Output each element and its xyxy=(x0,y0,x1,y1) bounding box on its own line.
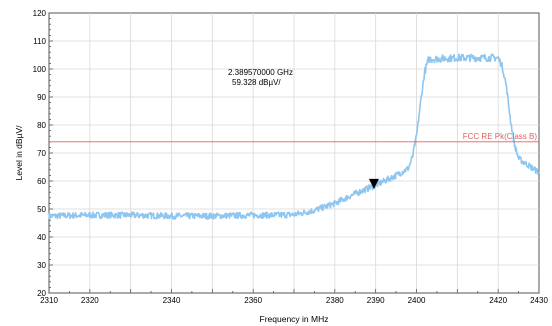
y-tick-label: 110 xyxy=(33,37,46,46)
tick-marks xyxy=(48,12,540,294)
x-tick-label: 2380 xyxy=(326,296,344,305)
y-tick-label: 30 xyxy=(37,261,46,270)
x-tick-label: 2420 xyxy=(489,296,507,305)
y-tick-label: 50 xyxy=(37,205,46,214)
x-tick-label: 2310 xyxy=(40,296,58,305)
marker-triangle-icon xyxy=(368,178,379,189)
y-tick-label: 90 xyxy=(37,93,46,102)
y-tick-label: 60 xyxy=(37,177,46,186)
x-tick-label: 2360 xyxy=(244,296,262,305)
x-tick-label: 2340 xyxy=(163,296,181,305)
x-tick-label: 2320 xyxy=(81,296,99,305)
y-tick-labels: 20 30 40 50 60 70 80 90 100 110 120 xyxy=(33,9,47,298)
limit-line-label: FCC RE Pk(Class B) xyxy=(463,132,538,141)
y-axis-title: Level in dBµV/ xyxy=(14,125,24,181)
grid-lines xyxy=(49,13,539,293)
y-tick-label: 80 xyxy=(37,121,46,130)
x-tick-label: 2400 xyxy=(408,296,426,305)
x-tick-label: 2430 xyxy=(530,296,548,305)
marker-frequency-readout: 2.389570000 GHz xyxy=(228,68,293,77)
y-tick-label: 40 xyxy=(37,233,46,242)
marker-level-readout: 59.328 dBµV/ xyxy=(232,78,281,87)
spectrum-trace xyxy=(48,53,540,220)
y-tick-label: 100 xyxy=(33,65,47,74)
y-tick-label: 20 xyxy=(37,289,46,298)
x-axis-title: Frequency in MHz xyxy=(260,314,329,324)
y-tick-label: 70 xyxy=(37,149,46,158)
y-tick-label: 120 xyxy=(33,9,47,18)
x-tick-labels: 2310 2320 2340 2360 2380 2390 2400 2420 2430 xyxy=(40,296,548,305)
x-tick-label: 2390 xyxy=(367,296,385,305)
